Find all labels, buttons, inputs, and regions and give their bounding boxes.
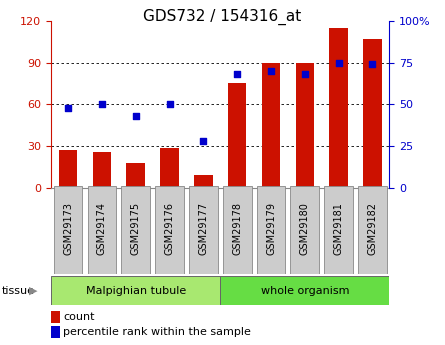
Text: GSM29175: GSM29175: [131, 202, 141, 255]
Point: [369, 61, 376, 67]
Text: GSM29173: GSM29173: [63, 202, 73, 255]
Bar: [257, 186, 285, 274]
Bar: [363, 39, 382, 188]
Text: GSM29177: GSM29177: [198, 202, 208, 255]
Text: GSM29176: GSM29176: [165, 202, 174, 255]
Bar: [220, 276, 389, 305]
Bar: [51, 326, 60, 338]
Text: GSM29178: GSM29178: [232, 202, 242, 255]
Point: [301, 71, 308, 77]
Bar: [358, 186, 387, 274]
Text: whole organism: whole organism: [261, 286, 349, 296]
Bar: [189, 186, 218, 274]
Point: [65, 105, 72, 110]
Point: [132, 113, 139, 119]
Bar: [93, 152, 111, 188]
Bar: [155, 186, 184, 274]
Text: GSM29179: GSM29179: [266, 202, 276, 255]
Bar: [88, 186, 116, 274]
Bar: [324, 186, 353, 274]
Bar: [295, 62, 314, 188]
Point: [166, 101, 173, 107]
Point: [98, 101, 105, 107]
Text: Malpighian tubule: Malpighian tubule: [85, 286, 186, 296]
Bar: [121, 186, 150, 274]
Point: [335, 60, 342, 65]
Text: GSM29180: GSM29180: [300, 202, 310, 255]
Bar: [291, 186, 319, 274]
Bar: [126, 163, 145, 188]
Text: GDS732 / 154316_at: GDS732 / 154316_at: [143, 9, 302, 25]
Text: tissue: tissue: [2, 286, 35, 296]
Bar: [329, 28, 348, 188]
Text: ▶: ▶: [29, 286, 38, 296]
Bar: [51, 310, 60, 323]
Point: [234, 71, 241, 77]
Text: GSM29181: GSM29181: [334, 202, 344, 255]
Bar: [59, 150, 77, 188]
Bar: [51, 276, 220, 305]
Bar: [54, 186, 82, 274]
Text: count: count: [63, 312, 94, 322]
Bar: [160, 148, 179, 188]
Bar: [262, 62, 280, 188]
Text: percentile rank within the sample: percentile rank within the sample: [63, 327, 251, 337]
Text: GSM29174: GSM29174: [97, 202, 107, 255]
Bar: [194, 176, 213, 188]
Point: [267, 68, 275, 74]
Bar: [223, 186, 251, 274]
Bar: [228, 83, 247, 188]
Text: GSM29182: GSM29182: [368, 202, 377, 255]
Point: [200, 138, 207, 144]
